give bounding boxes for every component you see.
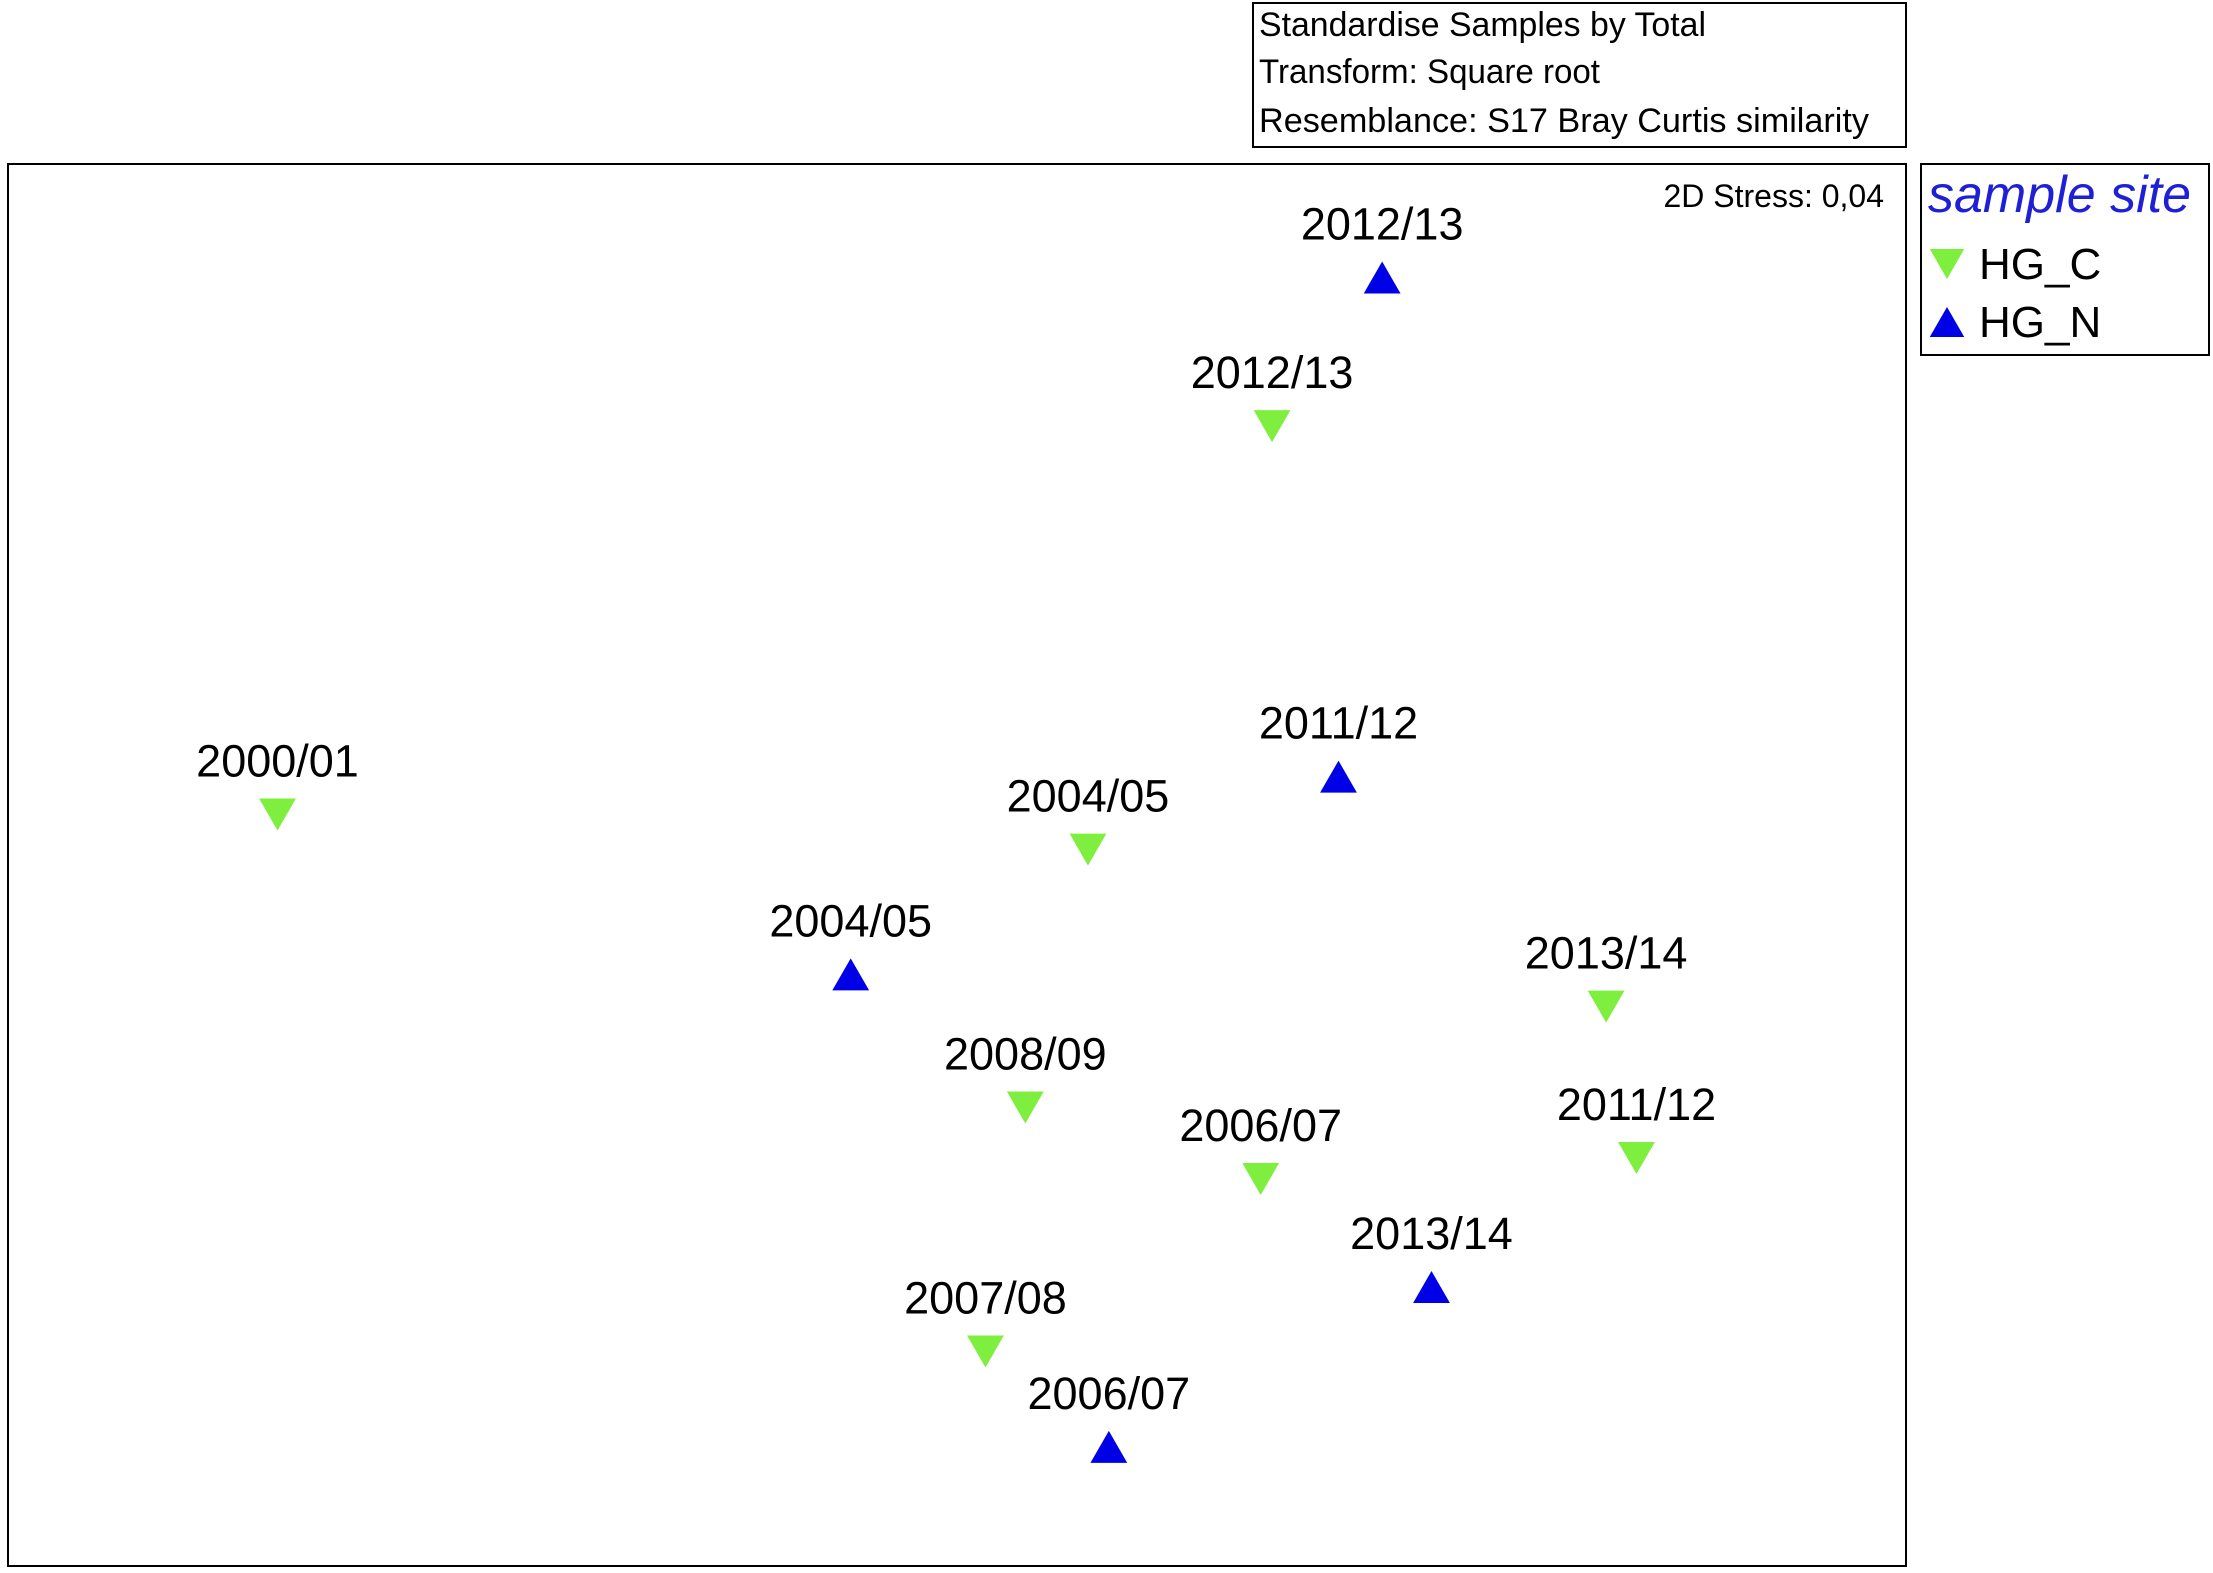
legend-item-label: HG_C [1979, 240, 2101, 289]
data-point-hg-n: 2004/05 [769, 895, 932, 991]
point-label: 2006/07 [1179, 1100, 1342, 1151]
point-label: 2000/01 [196, 736, 359, 787]
data-point-hg-n: 2006/07 [1028, 1368, 1191, 1463]
triangle-up-marker [832, 958, 870, 991]
legend-items: HG_C HG_N [1929, 240, 2101, 347]
point-label: 2004/05 [1007, 771, 1170, 822]
triangle-up-marker [1413, 1271, 1450, 1304]
stress-label: 2D Stress: 0,04 [1663, 178, 1884, 214]
legend-box [1920, 163, 2210, 356]
point-label: 2008/09 [944, 1029, 1107, 1080]
triangle-up-marker [1090, 1430, 1128, 1463]
data-point-hg-c: 2011/12 [1557, 1079, 1716, 1175]
note-line-resemblance: Resemblance: S17 Bray Curtis similarity [1259, 102, 1869, 140]
data-point-hg-n: 2011/12 [1259, 698, 1418, 793]
data-point-hg-c: 2004/05 [1007, 771, 1170, 866]
triangle-down-marker [1587, 990, 1625, 1023]
legend-title: sample site [1928, 166, 2191, 224]
note-line-transform: Transform: Square root [1259, 53, 1601, 91]
point-label: 2007/08 [904, 1272, 1067, 1323]
triangle-down-marker [1253, 410, 1291, 443]
point-label: 2013/14 [1525, 928, 1688, 979]
legend-item-label: HG_N [1979, 298, 2101, 347]
triangle-down-marker [1069, 833, 1107, 866]
point-label: 2012/13 [1301, 199, 1464, 250]
note-line-standardise: Standardise Samples by Total [1259, 6, 1706, 44]
triangle-up-marker [1363, 261, 1401, 294]
points-layer: 2012/13 2000/01 2004/05 2013/14 2008/09 2011/… [196, 199, 1716, 1463]
triangle-up-marker [1320, 760, 1357, 793]
triangle-up-icon [1929, 307, 1965, 337]
data-point-hg-c: 2013/14 [1525, 928, 1688, 1023]
legend-item-hg-c: HG_C [1929, 240, 2101, 289]
legend-item-hg-n: HG_N [1929, 298, 2101, 347]
data-point-hg-c: 2000/01 [196, 736, 359, 831]
point-label: 2013/14 [1350, 1208, 1513, 1259]
point-label: 2011/12 [1557, 1079, 1716, 1130]
data-point-hg-c: 2008/09 [944, 1029, 1107, 1124]
transform-note-box [1252, 2, 1907, 148]
triangle-down-marker [967, 1335, 1004, 1368]
legend: sample site HG_C HG_N [1920, 163, 2210, 356]
point-label: 2006/07 [1028, 1368, 1191, 1419]
triangle-down-marker [1618, 1142, 1655, 1175]
triangle-down-marker [259, 798, 296, 831]
point-label: 2011/12 [1259, 698, 1418, 749]
data-point-hg-c: 2012/13 [1191, 347, 1354, 443]
triangle-down-marker [1006, 1091, 1044, 1124]
point-label: 2004/05 [769, 895, 932, 946]
data-point-hg-n: 2013/14 [1350, 1208, 1513, 1304]
point-label: 2012/13 [1191, 347, 1354, 398]
plot-frame [7, 163, 1907, 1567]
data-point-hg-c: 2006/07 [1179, 1100, 1342, 1196]
triangle-down-icon [1929, 249, 1965, 279]
triangle-down-marker [1242, 1163, 1280, 1196]
data-point-hg-n: 2012/13 [1301, 199, 1464, 294]
transform-note: Standardise Samples by Total Transform: … [1252, 2, 1907, 148]
data-point-hg-c: 2007/08 [904, 1272, 1067, 1368]
